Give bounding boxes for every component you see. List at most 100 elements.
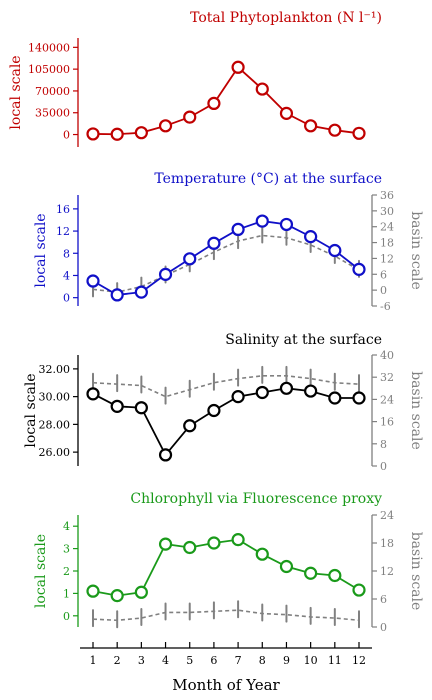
data-point: [86, 274, 100, 288]
data-point: [279, 381, 294, 395]
data-point: [352, 126, 366, 140]
left-tick-label: 30.00: [39, 391, 71, 404]
data-point: [183, 540, 197, 555]
data-point: [304, 384, 318, 398]
data-point: [158, 448, 173, 462]
data-point: [352, 583, 366, 597]
data-point: [207, 236, 221, 250]
left-axis-label: local scale: [33, 213, 49, 287]
right-tick-label: 40: [380, 349, 394, 362]
left-tick-label: 16: [56, 203, 70, 216]
x-tick-label: 12: [352, 654, 366, 667]
data-point: [158, 537, 173, 551]
left-tick-label: 0: [63, 129, 70, 142]
right-tick-label: 24: [380, 393, 394, 406]
right-tick-label: 16: [380, 416, 394, 429]
right-tick-label: 6: [380, 268, 387, 281]
right-tick-label: -6: [380, 300, 391, 313]
chart-panel-3: Salinity at the surface 26.00 28.00 30.00 32…: [23, 332, 424, 473]
x-tick-label: 9: [283, 654, 290, 667]
data-point: [134, 401, 148, 415]
left-tick-label: 35000: [35, 107, 70, 120]
chart-title: Salinity at the surface: [225, 332, 382, 348]
data-point: [304, 119, 318, 133]
chart-title: Temperature (°C) at the surface: [154, 171, 382, 187]
right-axis-label: basin scale: [408, 532, 424, 611]
x-tick-label: 1: [90, 654, 97, 667]
x-axis-label: Month of Year: [172, 676, 280, 694]
x-tick-label: 11: [328, 654, 342, 667]
chart-title: Chlorophyll via Fluorescence proxy: [130, 491, 382, 507]
right-tick-label: 24: [380, 221, 394, 234]
left-tick-label: 4: [63, 520, 70, 533]
data-point: [231, 390, 245, 404]
data-point: [304, 566, 318, 580]
right-tick-label: 8: [380, 438, 387, 451]
data-point: [304, 230, 318, 244]
data-point: [110, 288, 124, 302]
data-point: [255, 82, 269, 96]
data-point: [134, 126, 148, 140]
left-tick-label: 2: [63, 565, 70, 578]
basin-series-line: [92, 375, 360, 398]
data-point: [86, 387, 100, 401]
right-tick-label: 32: [380, 371, 394, 384]
x-tick-label: 2: [114, 654, 121, 667]
data-point: [86, 127, 100, 141]
x-tick-label: 4: [162, 654, 169, 667]
chart-panel-2: Temperature (°C) at the surface 0 4 8 12 16 lo…: [33, 171, 424, 313]
left-tick-label: 1: [63, 587, 70, 600]
data-point: [207, 536, 221, 550]
x-tick-label: 6: [210, 654, 217, 667]
data-point: [328, 243, 342, 258]
data-point: [110, 589, 124, 603]
left-tick-label: 32.00: [39, 363, 71, 376]
data-point: [279, 559, 294, 574]
left-axis-label: local scale: [23, 373, 39, 447]
data-point: [255, 385, 269, 400]
right-tick-label: 0: [380, 621, 387, 634]
chart-title: Total Phytoplankton (N l⁻¹): [190, 10, 382, 26]
x-tick-label: 7: [235, 654, 242, 667]
data-point: [231, 222, 245, 237]
x-tick-label: 8: [259, 654, 266, 667]
data-point: [86, 584, 100, 598]
data-point: [352, 391, 366, 405]
data-point: [110, 399, 124, 413]
basin-series-line: [92, 234, 360, 293]
chart-panel-4: Chlorophyll via Fluorescence proxy01234l…: [33, 491, 424, 634]
right-tick-label: 18: [380, 537, 394, 550]
local-series-line: [92, 220, 360, 296]
x-tick-label: 10: [304, 654, 318, 667]
data-point: [255, 214, 269, 228]
left-tick-label: 26.00: [39, 446, 71, 459]
data-point: [279, 217, 294, 232]
right-tick-label: 36: [380, 189, 394, 202]
data-point: [231, 60, 245, 74]
data-point: [158, 267, 173, 281]
local-series-line: [92, 538, 360, 597]
right-axis-label: basin scale: [408, 371, 424, 450]
right-tick-label: 18: [380, 237, 394, 250]
data-point: [231, 533, 245, 547]
left-tick-label: 70000: [35, 85, 70, 98]
data-point: [158, 119, 173, 133]
data-point: [183, 110, 197, 124]
right-tick-label: 6: [380, 593, 387, 606]
local-series-line: [92, 65, 360, 136]
chart-panel-1: Total Phytoplankton (N l⁻¹) 0 35000 70000 10…: [8, 10, 382, 147]
data-point: [110, 127, 124, 141]
data-point: [183, 252, 197, 266]
left-tick-label: 140000: [28, 41, 70, 54]
data-point: [183, 419, 197, 433]
data-point: [207, 96, 221, 111]
right-tick-label: 24: [380, 509, 394, 522]
data-point: [279, 106, 294, 120]
left-tick-label: 105000: [28, 63, 70, 76]
basin-series-line: [92, 609, 360, 622]
x-tick-label: 5: [186, 654, 193, 667]
left-tick-label: 3: [63, 543, 70, 556]
right-tick-label: 0: [380, 460, 387, 473]
